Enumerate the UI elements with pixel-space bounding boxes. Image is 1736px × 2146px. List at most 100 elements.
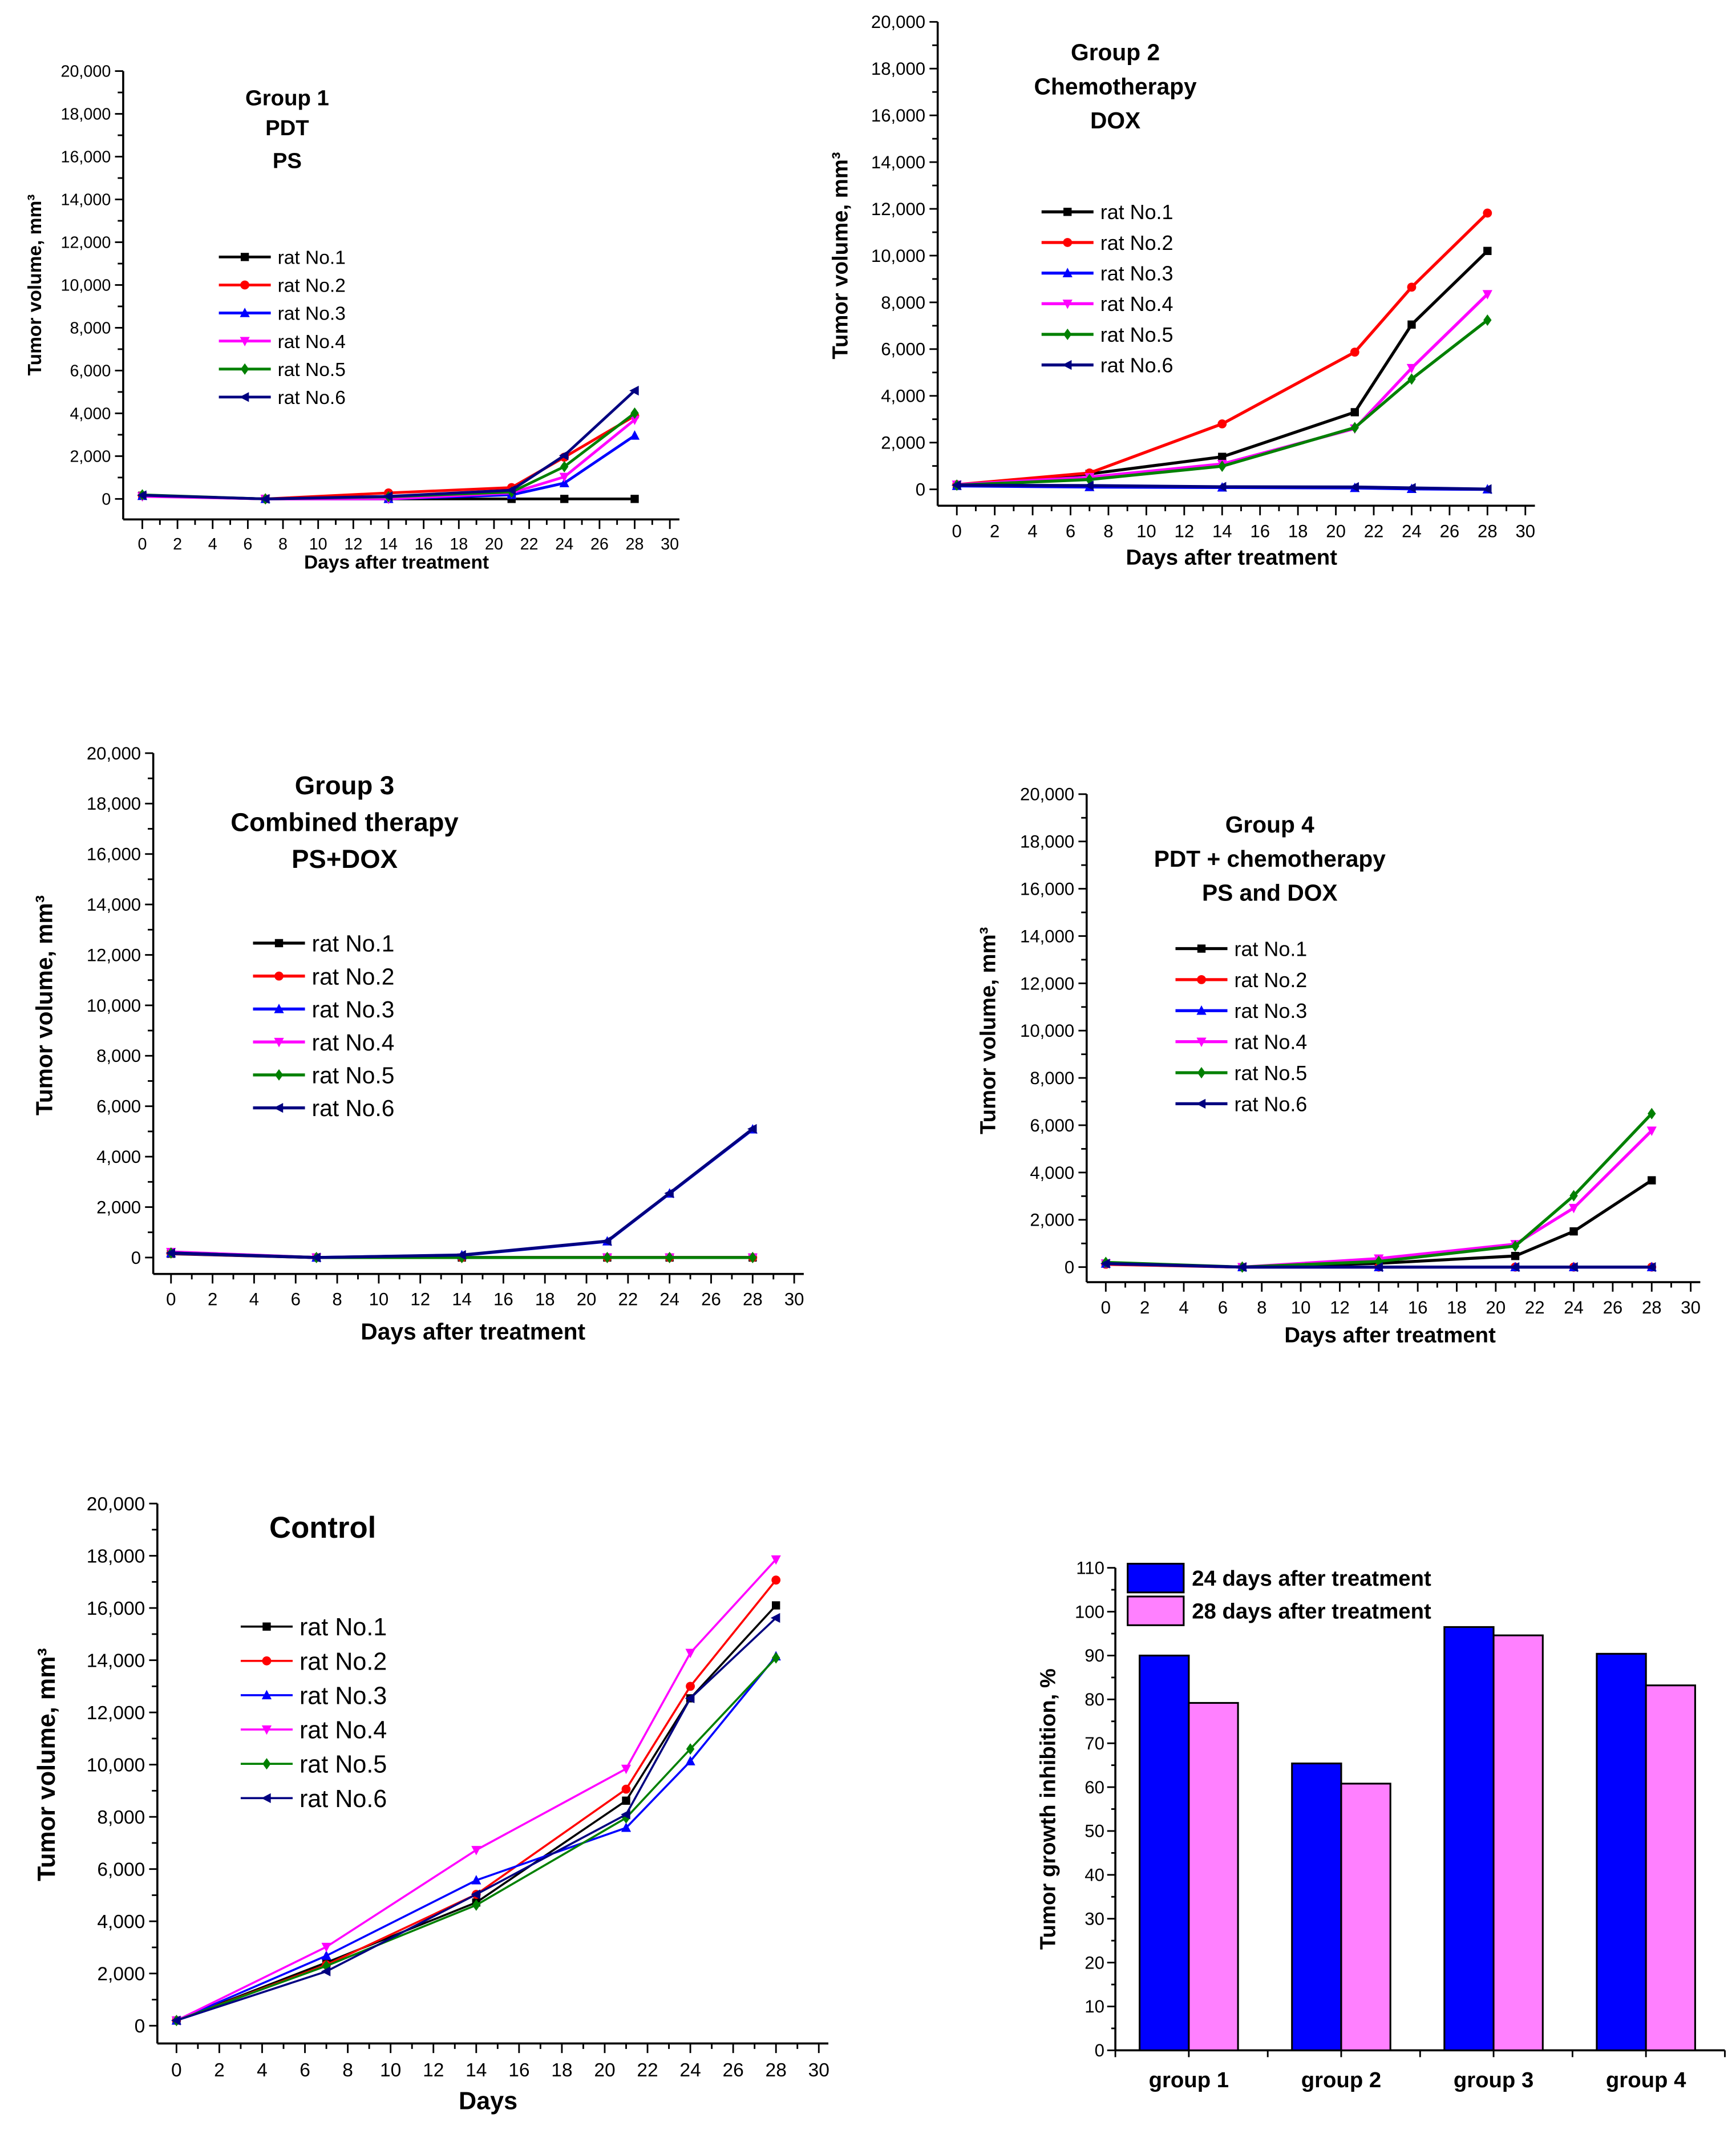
x-tick-label: 18 [1447, 1298, 1467, 1317]
data-point [1407, 282, 1417, 292]
legend-label: rat No.5 [300, 1751, 387, 1779]
line-chart-4: 0 2,000 4,000 6,000 8,000 10,000 12,000 14,000 1… [976, 785, 1701, 1348]
x-tick-label: 0 [166, 1290, 176, 1310]
y-tick-label: 16,000 [87, 1598, 145, 1619]
legend-swatch [1127, 1562, 1185, 1594]
legend-label: rat No.1 [1100, 200, 1173, 224]
data-point [621, 1764, 632, 1775]
y-tick-label: 0 [1065, 1258, 1074, 1278]
x-tick-label: 22 [1364, 521, 1384, 541]
x-tick-label: 12 [423, 2060, 444, 2081]
x-tick-label: 12 [1330, 1298, 1350, 1317]
x-tick-label: 10 [1136, 521, 1156, 541]
chart-title-line: PS and DOX [1202, 880, 1338, 906]
data-point [685, 1648, 695, 1659]
x-tick-label: 26 [1603, 1298, 1623, 1317]
x-tick-label: 16 [493, 1290, 513, 1310]
legend-entry: rat No.6 [218, 387, 346, 409]
y-tick-label: 0 [1095, 2040, 1104, 2060]
y-tick-label: 10,000 [871, 246, 925, 266]
x-tick-label: 6 [300, 2060, 310, 2081]
legend-label: rat No.1 [312, 931, 395, 957]
y-tick-label: 2,000 [97, 1963, 145, 1985]
y-tick-label: 40 [1085, 1865, 1104, 1885]
legend-entry: rat No.1 [1175, 937, 1307, 960]
legend-marker [239, 392, 249, 402]
y-tick-label: 20 [1085, 1953, 1104, 1973]
series-rat-no-1 [172, 1601, 780, 2025]
legend-marker [1062, 359, 1072, 370]
data-point [621, 1822, 632, 1832]
data-point [603, 1251, 612, 1263]
series-rat-no-6 [1100, 1258, 1656, 1272]
y-axis-label: Tumor volume, mm³ [31, 895, 57, 1116]
y-tick-label: 2,000 [96, 1197, 141, 1217]
x-tick-label: 4 [208, 535, 217, 553]
series-line [957, 318, 1488, 487]
data-point [1406, 363, 1417, 374]
data-point [1084, 480, 1094, 491]
data-point [321, 1942, 331, 1953]
x-tick-label: 2 [214, 2060, 225, 2081]
x-tick-label: 14 [379, 535, 398, 553]
legend-label: rat No.2 [312, 963, 395, 989]
x-tick-label: 4 [1027, 521, 1037, 541]
legend-entry: rat No.5 [218, 359, 346, 381]
legend-entry: rat No.4 [240, 1717, 387, 1744]
data-point [383, 491, 393, 502]
x-tick-label: 16 [1250, 521, 1270, 541]
x-tick-label: 22 [1525, 1298, 1545, 1317]
legend-marker [261, 1725, 272, 1735]
x-tick-label: 0 [171, 2060, 182, 2081]
x-tick-label: group 2 [1301, 2068, 1381, 2092]
legend-entry: rat No.4 [218, 332, 346, 353]
legend-entry: rat No.2 [240, 1648, 387, 1675]
y-tick-label: 16,000 [871, 106, 925, 126]
data-point [1568, 1203, 1579, 1214]
data-point [560, 460, 569, 472]
y-tick-label: 8,000 [881, 293, 925, 313]
y-tick-label: 4,000 [97, 1911, 145, 1933]
legend-entry: rat No.3 [1041, 262, 1173, 285]
x-tick-label: 30 [1681, 1298, 1701, 1317]
y-tick-label: 8,000 [1030, 1068, 1074, 1088]
legend-marker [1197, 975, 1206, 984]
x-tick-label: 28 [1478, 521, 1498, 541]
legend-entry: rat No.3 [240, 1682, 387, 1709]
x-tick-label: 24 [1564, 1298, 1584, 1317]
legend-entry: rat No.1 [1041, 200, 1173, 224]
y-axis-label: Tumor volume, mm³ [976, 927, 1000, 1134]
series-line [176, 1657, 777, 2022]
x-axis-label: Days [459, 2087, 517, 2115]
data-point [1483, 246, 1492, 255]
data-point [665, 1251, 674, 1263]
legend-label: rat No.6 [312, 1095, 395, 1121]
data-point [772, 1601, 780, 1610]
y-tick-label: 16,000 [1020, 879, 1074, 899]
data-point [1218, 452, 1227, 461]
y-tick-label: 8,000 [96, 1046, 141, 1066]
legend-entry: rat No.4 [1175, 1030, 1307, 1054]
chart-title-line: Chemotherapy [1034, 73, 1197, 99]
data-point [165, 1248, 175, 1258]
data-point [686, 1682, 695, 1691]
x-tick-label: 12 [410, 1290, 430, 1310]
legend-entry: rat No.2 [1175, 968, 1307, 992]
x-tick-label: 0 [1101, 1298, 1111, 1317]
y-tick-label: 2,000 [70, 447, 111, 466]
legend-marker [1062, 300, 1073, 309]
y-tick-label: 10,000 [87, 1755, 145, 1776]
x-tick-label: 12 [1175, 521, 1195, 541]
x-tick-label: 18 [1288, 521, 1308, 541]
legend-marker [1063, 238, 1073, 247]
bar-24-days [1291, 1762, 1342, 2051]
series-line [176, 1558, 777, 2022]
data-point [559, 450, 569, 460]
data-point [771, 1575, 781, 1585]
y-tick-label: 2,000 [881, 433, 925, 453]
y-tick-label: 10,000 [60, 277, 111, 295]
legend-label: rat No.5 [1235, 1061, 1308, 1085]
series-line [176, 1617, 777, 2022]
legend-label: rat No.6 [1235, 1092, 1308, 1116]
legend-label: rat No.4 [300, 1717, 387, 1744]
